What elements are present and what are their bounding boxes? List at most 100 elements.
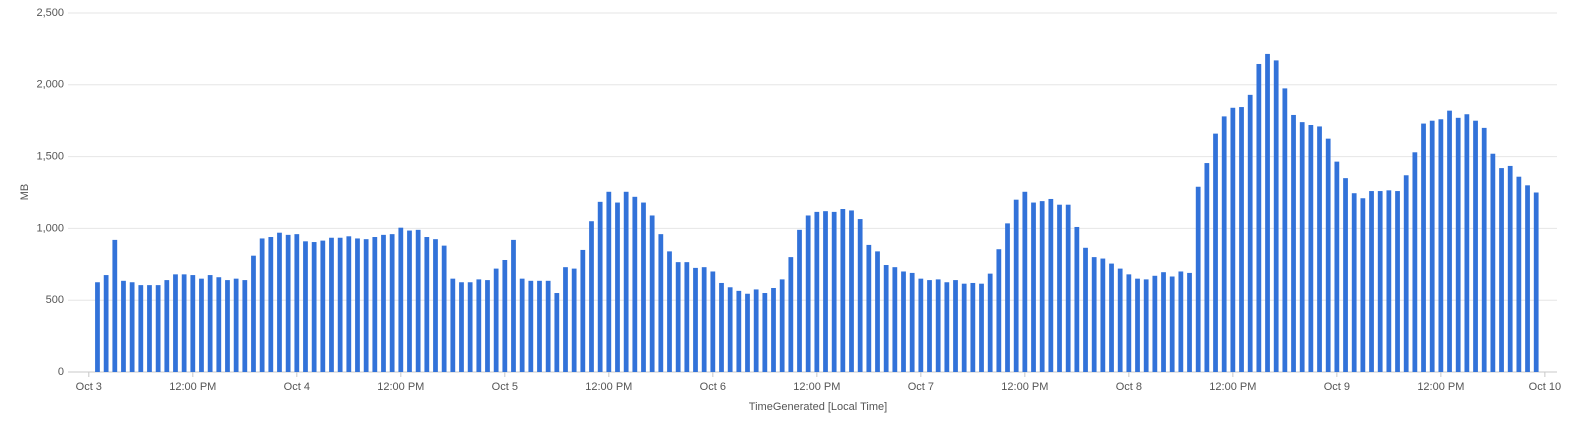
- bar: [623, 191, 629, 372]
- bar: [459, 282, 464, 372]
- bar: [909, 272, 915, 372]
- bar: [970, 282, 976, 372]
- bar: [753, 289, 759, 372]
- bar: [615, 202, 620, 372]
- bar: [164, 280, 170, 372]
- y-tick-label: 2,500: [36, 7, 64, 19]
- x-tick-label: Oct 3: [76, 381, 102, 393]
- y-tick-label: 2,000: [36, 79, 64, 91]
- bar: [1490, 153, 1496, 372]
- bar: [875, 251, 880, 372]
- bar: [1178, 271, 1184, 372]
- bar: [112, 239, 118, 372]
- x-tick-label: 12:00 PM: [1209, 381, 1256, 393]
- bar: [788, 257, 794, 372]
- bar: [294, 234, 300, 372]
- bar: [1386, 190, 1392, 372]
- x-tick-label: Oct 4: [284, 381, 310, 393]
- x-tick-label: 12:00 PM: [169, 381, 216, 393]
- bar: [1109, 263, 1114, 372]
- bar: [944, 282, 950, 372]
- bar: [1083, 247, 1088, 372]
- bar: [1195, 186, 1201, 372]
- y-tick-label: 1,000: [36, 222, 64, 234]
- bar: [719, 282, 724, 372]
- bar: [1013, 199, 1019, 372]
- bar: [303, 241, 308, 372]
- bar: [329, 237, 334, 372]
- bar: [771, 287, 776, 372]
- bar: [1525, 185, 1530, 372]
- bar: [103, 275, 109, 372]
- bar: [745, 293, 750, 372]
- bar: [927, 280, 932, 372]
- bar: [979, 283, 984, 372]
- bar: [1473, 120, 1478, 372]
- bar: [849, 210, 854, 372]
- bar: [225, 280, 230, 372]
- bar: [606, 191, 612, 372]
- y-tick-label: 1,500: [36, 151, 64, 163]
- bar: [1507, 165, 1513, 372]
- bar: [1221, 116, 1227, 372]
- bar: [424, 237, 430, 372]
- bar: [1256, 63, 1262, 373]
- bar: [155, 285, 161, 372]
- x-tick-label: 12:00 PM: [585, 381, 632, 393]
- bar: [580, 249, 586, 372]
- bar: [571, 268, 577, 372]
- bar: [961, 283, 967, 372]
- bar: [1369, 191, 1374, 372]
- bar: [502, 259, 508, 372]
- bar: [181, 274, 187, 372]
- x-tick-label: Oct 5: [492, 381, 518, 393]
- bar: [1377, 191, 1383, 372]
- bar: [1429, 120, 1435, 372]
- bar: [1481, 127, 1487, 372]
- x-tick-label: 12:00 PM: [1001, 381, 1048, 393]
- bar: [1455, 117, 1461, 372]
- bar: [1499, 168, 1504, 372]
- bar: [649, 215, 655, 372]
- bar: [554, 293, 560, 372]
- bar: [779, 279, 785, 372]
- bar: [511, 239, 516, 372]
- bar: [251, 255, 256, 372]
- bar: [259, 238, 265, 372]
- bar: [1005, 223, 1010, 372]
- bar: [641, 202, 646, 372]
- bar: [1533, 192, 1539, 372]
- bar: [987, 273, 993, 372]
- bar: [1143, 279, 1149, 372]
- bar: [684, 262, 690, 372]
- bar: [95, 282, 100, 372]
- bar: [857, 219, 863, 372]
- bar: [632, 196, 638, 372]
- bar: [1273, 60, 1279, 372]
- bar: [1031, 202, 1036, 372]
- bar: [1135, 278, 1140, 372]
- bar: [1299, 122, 1305, 372]
- y-axis-title: MB: [19, 184, 31, 201]
- y-tick-label: 0: [58, 366, 64, 378]
- bar: [233, 278, 239, 372]
- bar: [823, 211, 828, 372]
- bar: [476, 279, 482, 372]
- bar: [866, 244, 872, 372]
- bar: [268, 237, 274, 372]
- bar: [831, 211, 837, 372]
- bar: [1282, 88, 1288, 372]
- bar: [537, 280, 542, 372]
- bar: [1464, 114, 1470, 372]
- bar: [129, 282, 135, 372]
- x-tick-label: Oct 9: [1324, 381, 1350, 393]
- bar: [216, 277, 222, 372]
- bar: [407, 230, 412, 372]
- bar: [1204, 163, 1210, 372]
- bar: [1343, 178, 1348, 372]
- bar: [433, 239, 438, 372]
- bar: [1265, 53, 1270, 373]
- y-tick-label: 500: [46, 294, 64, 306]
- bar: [675, 262, 681, 372]
